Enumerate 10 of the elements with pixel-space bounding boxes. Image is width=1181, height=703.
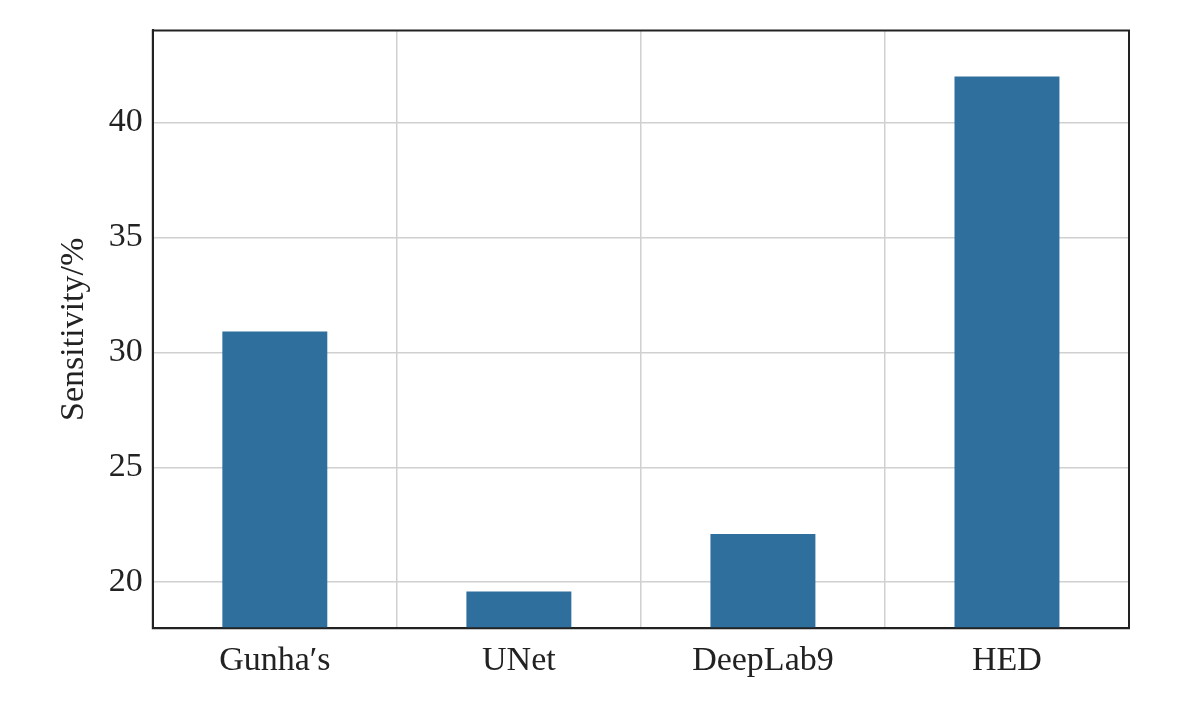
x-tick-label: Gunha′s bbox=[219, 639, 331, 677]
y-tick-label: 25 bbox=[108, 446, 143, 484]
y-tick-label: 35 bbox=[108, 216, 143, 254]
x-tick-label: DeepLab9 bbox=[692, 639, 834, 677]
y-tick-label: 20 bbox=[108, 561, 143, 599]
y-tick-label: 30 bbox=[108, 331, 143, 369]
y-axis-title: Sensitivity/% bbox=[53, 237, 91, 421]
x-tick-label: HED bbox=[972, 639, 1042, 677]
x-tick-label: UNet bbox=[482, 639, 557, 677]
y-tick-label: 40 bbox=[108, 101, 143, 139]
